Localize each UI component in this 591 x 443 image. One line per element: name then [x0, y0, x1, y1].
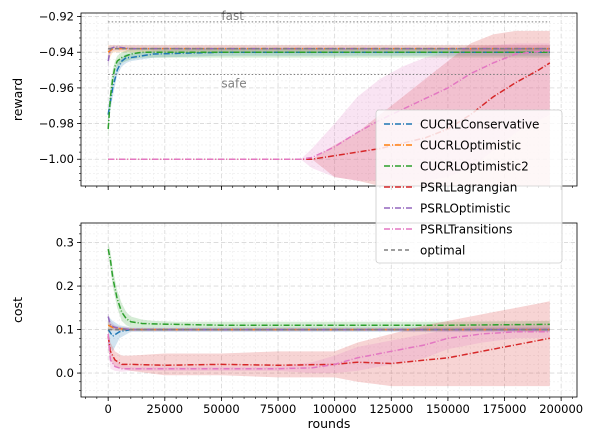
reward-refline-label-safe: safe: [221, 77, 246, 91]
reward-y-axis-label: reward: [10, 78, 25, 121]
legend-label-psrllagrangian: PSRLLagrangian: [420, 181, 517, 195]
cost-x-tick-label: 0: [105, 402, 112, 416]
legend-box: [375, 109, 563, 264]
cost-band-psrltransitions: [108, 325, 550, 374]
cost-x-tick-label: 25000: [147, 402, 184, 416]
cost-x-tick-label: 125000: [369, 402, 413, 416]
reward-series-psrllagrangian: [108, 62, 551, 160]
legend-label-cucrloptimistic2: CUCRLOptimistic2: [420, 160, 529, 174]
legend-label-psrloptimistic: PSRLOptimistic: [420, 202, 510, 216]
legend-label-psrltransitions: PSRLTransitions: [420, 223, 513, 237]
cost-y-tick-label: 0.0: [56, 366, 74, 380]
legend-label-cucrlconservative: CUCRLConservative: [420, 118, 539, 132]
legend-label-cucrloptimistic: CUCRLOptimistic: [420, 139, 521, 153]
cost-x-tick-label: 175000: [483, 402, 527, 416]
cost-series-psrllagrangian: [107, 335, 550, 366]
cost-y-tick-label: 0.2: [56, 279, 74, 293]
cost-x-tick-label: 200000: [539, 402, 583, 416]
reward-y-tick-label: −0.96: [39, 81, 74, 95]
cost-y-axis-label: cost: [10, 297, 25, 323]
cost-axes-frame: [80, 222, 578, 398]
reward-axes-frame: [80, 12, 578, 187]
cost-series-cucrloptimistic: [107, 324, 550, 331]
reward-y-tick-label: −0.92: [39, 10, 74, 24]
reward-refline-label-fast: fast: [221, 9, 244, 23]
reward-y-tick-label: −0.94: [39, 45, 74, 59]
cost-x-tick-label: 50000: [203, 402, 240, 416]
cost-y-tick-label: 0.1: [56, 323, 74, 337]
legend: CUCRLConservative CUCRLOptimistic CUCRLOpt…: [375, 109, 563, 264]
cost-band-cucrloptimistic: [108, 320, 550, 331]
cost-x-tick-label: 150000: [426, 402, 470, 416]
reward-y-tick-label: −0.98: [39, 117, 74, 131]
cost-x-tick-label: 100000: [313, 402, 357, 416]
reward-y-tick-label: −1.00: [39, 152, 74, 166]
reward-band-cucrlconservative: [108, 48, 550, 124]
cost-band-psrllagrangian: [108, 301, 550, 387]
cost-y-tick-label: 0.3: [56, 236, 74, 250]
legend-label-optimal: optimal: [420, 244, 465, 258]
reward-band-psrloptimistic: [108, 45, 550, 71]
reward-series-cucrloptimistic2: [107, 51, 550, 129]
cost-x-axis-label: rounds: [308, 416, 351, 431]
cost-x-tick-label: 75000: [260, 402, 297, 416]
cost-series-psrltransitions: [107, 331, 550, 370]
